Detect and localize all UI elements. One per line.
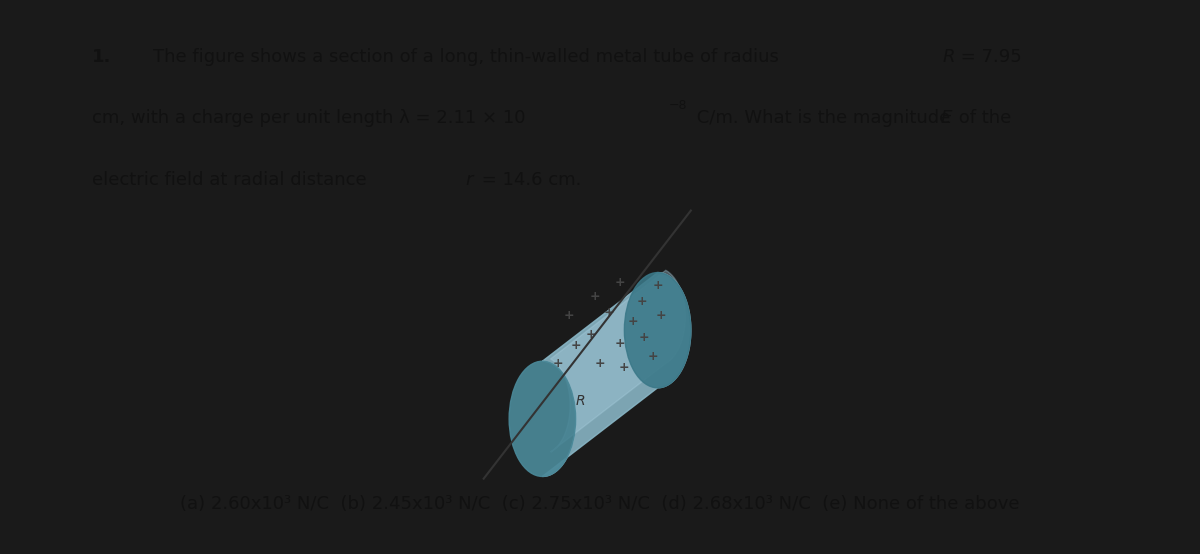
- Text: C/m. What is the magnitude: C/m. What is the magnitude: [690, 110, 955, 127]
- Text: +: +: [614, 337, 625, 350]
- Text: = 14.6 cm.: = 14.6 cm.: [476, 171, 582, 188]
- Text: electric field at radial distance: electric field at radial distance: [92, 171, 372, 188]
- Text: +: +: [648, 350, 659, 363]
- Text: +: +: [552, 357, 563, 370]
- Ellipse shape: [509, 361, 576, 476]
- Text: of the: of the: [953, 110, 1012, 127]
- Text: r: r: [466, 171, 473, 188]
- Ellipse shape: [624, 273, 691, 388]
- Text: +: +: [619, 361, 630, 375]
- Text: E: E: [940, 110, 952, 127]
- Text: cm, with a charge per unit length λ = 2.11 × 10: cm, with a charge per unit length λ = 2.…: [92, 110, 526, 127]
- Text: = 7.95: = 7.95: [955, 48, 1022, 66]
- Text: +: +: [570, 339, 581, 352]
- Text: +: +: [640, 331, 649, 345]
- Text: +: +: [595, 357, 605, 370]
- Text: −8: −8: [668, 99, 686, 112]
- Text: 1.: 1.: [92, 48, 112, 66]
- Text: +: +: [586, 328, 596, 341]
- Text: +: +: [628, 315, 638, 328]
- Polygon shape: [542, 273, 691, 476]
- Text: +: +: [637, 295, 648, 308]
- Text: +: +: [614, 276, 625, 289]
- Text: R: R: [575, 394, 584, 408]
- Text: +: +: [655, 309, 666, 322]
- Text: +: +: [604, 306, 614, 319]
- Text: +: +: [589, 290, 600, 304]
- Text: +: +: [564, 309, 575, 322]
- Text: The figure shows a section of a long, thin-walled metal tube of radius: The figure shows a section of a long, th…: [152, 48, 785, 66]
- Polygon shape: [551, 270, 685, 452]
- Text: +: +: [653, 279, 662, 293]
- Text: R: R: [942, 48, 955, 66]
- Text: (a) 2.60x10³ N/C  (b) 2.45x10³ N/C  (c) 2.75x10³ N/C  (d) 2.68x10³ N/C  (e) None: (a) 2.60x10³ N/C (b) 2.45x10³ N/C (c) 2.…: [180, 495, 1020, 513]
